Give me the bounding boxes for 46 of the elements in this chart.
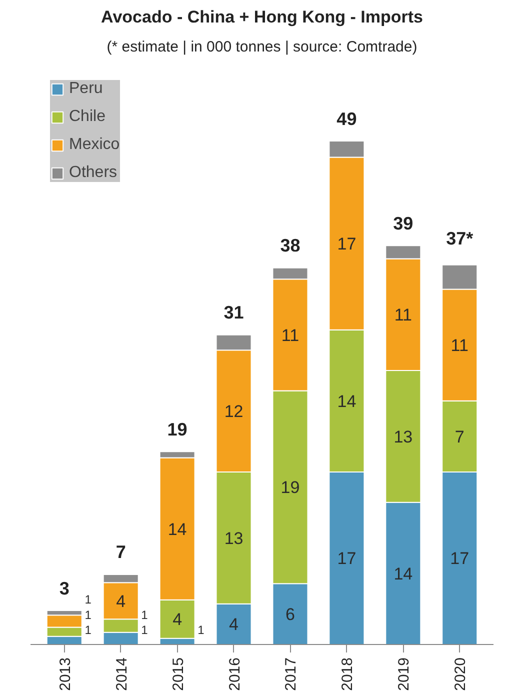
data-label: 1 bbox=[84, 592, 92, 607]
data-label: 12 bbox=[224, 402, 244, 422]
legend-label: Mexico bbox=[69, 136, 120, 154]
data-label: 13 bbox=[224, 528, 244, 548]
x-tick-label: 2015 bbox=[170, 657, 187, 691]
data-label: 4 bbox=[229, 615, 239, 634]
total-label: 3 bbox=[59, 578, 70, 598]
x-tick-label: 2019 bbox=[396, 657, 413, 691]
x-tick-label: 2013 bbox=[56, 657, 74, 691]
total-label: 31 bbox=[224, 302, 244, 323]
total-label: 49 bbox=[336, 108, 357, 129]
data-label: 17 bbox=[337, 234, 356, 254]
x-tick-label: 2016 bbox=[226, 657, 244, 691]
data-label: 4 bbox=[172, 610, 182, 630]
data-label: 14 bbox=[394, 564, 413, 584]
data-label: 7 bbox=[454, 427, 464, 446]
data-label: 1 bbox=[84, 622, 92, 637]
data-label: 14 bbox=[168, 520, 187, 539]
data-label: 11 bbox=[281, 326, 300, 345]
x-tick-label: 2017 bbox=[282, 657, 300, 691]
data-label: 1 bbox=[141, 622, 148, 637]
legend-label: Chile bbox=[69, 108, 106, 126]
data-label: 1 bbox=[84, 608, 92, 622]
x-tick-label: 2018 bbox=[339, 657, 356, 691]
total-label: 7 bbox=[116, 542, 126, 562]
x-tick-label: 2020 bbox=[452, 657, 470, 691]
chart-title: Avocado - China + Hong Kong - Imports bbox=[101, 8, 423, 26]
data-label: 17 bbox=[337, 549, 356, 568]
data-label: 1 bbox=[141, 608, 148, 622]
data-label: 1 bbox=[198, 622, 205, 637]
total-label: 39 bbox=[393, 213, 414, 234]
legend-label: Peru bbox=[69, 80, 103, 98]
x-tick-label: 2014 bbox=[113, 657, 130, 691]
data-label: 13 bbox=[394, 427, 413, 446]
total-label: 19 bbox=[167, 419, 188, 440]
data-label: 19 bbox=[280, 478, 300, 498]
legend-label: Others bbox=[69, 164, 118, 182]
data-label: 17 bbox=[450, 549, 470, 568]
data-label: 6 bbox=[286, 605, 295, 624]
total-label: 37* bbox=[446, 228, 474, 249]
data-label: 11 bbox=[394, 306, 412, 325]
data-label: 14 bbox=[337, 392, 356, 411]
data-label: 11 bbox=[450, 336, 468, 356]
data-label: 4 bbox=[116, 592, 126, 611]
total-label: 38 bbox=[280, 236, 300, 256]
chart-subtitle: (* estimate | in 000 tonnes | source: Comtrade) bbox=[106, 38, 418, 56]
